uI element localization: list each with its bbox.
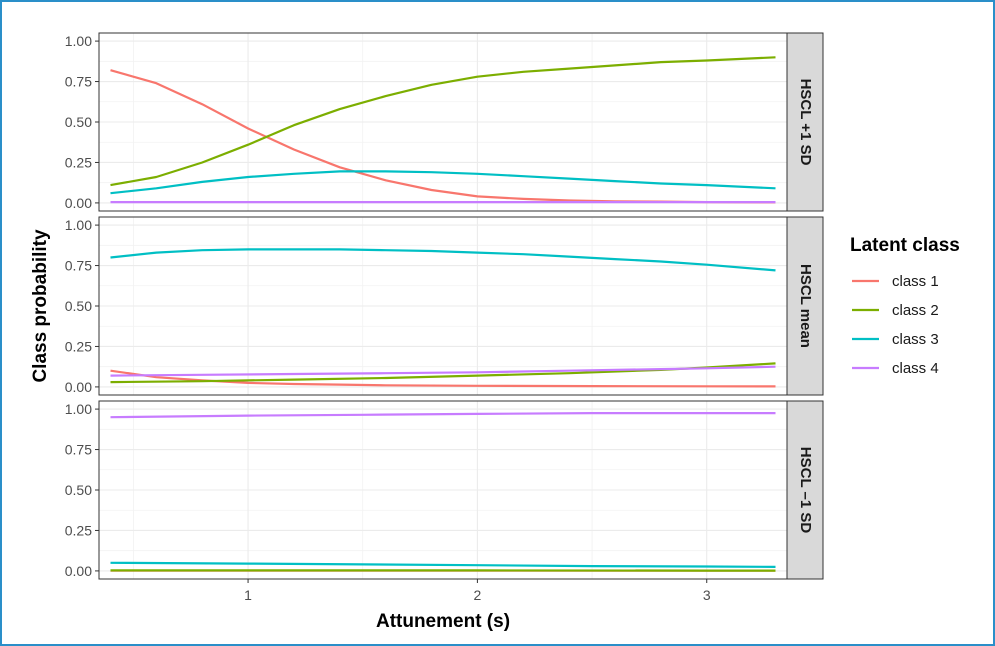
y-axis-title: Class probability [30,229,51,383]
y-tick-label: 0.75 [65,258,92,274]
y-tick-label: 0.00 [65,563,92,579]
legend-label: class 3 [892,331,939,348]
facet-strip [786,32,824,212]
series-line-class-2 [110,56,776,187]
legend-label: class 1 [892,273,939,290]
y-tick-label: 0.00 [65,379,92,395]
y-tick-label: 0.25 [65,338,92,354]
facet-strip-label: HSCL mean [797,264,814,348]
facet-strip [786,216,824,396]
series-line-class-4 [110,412,776,419]
legend-label: class 4 [892,360,939,377]
x-tick-label: 3 [703,587,711,603]
y-tick-label: 1.00 [65,33,92,49]
y-tick-label: 0.75 [65,74,92,90]
y-tick-label: 0.25 [65,522,92,538]
y-tick-label: 0.75 [65,442,92,458]
y-tick-label: 0.00 [65,195,92,211]
x-tick-label: 2 [474,587,482,603]
y-tick-label: 0.50 [65,114,92,130]
facet-strip-label: HSCL +1 SD [797,79,814,166]
x-tick-label: 1 [244,587,252,603]
series-line-class-3 [110,170,776,195]
legend-label: class 2 [892,302,939,319]
legend-title: Latent class [850,235,960,256]
series-line-class-3 [110,248,776,272]
facet-strip [786,400,824,580]
facet-strip-label: HSCL –1 SD [797,447,814,534]
y-tick-label: 1.00 [65,217,92,233]
series-line-class-3 [110,561,776,569]
y-tick-label: 0.50 [65,482,92,498]
y-tick-label: 0.25 [65,154,92,170]
series-line-class-1 [110,369,776,388]
x-axis-title: Attunement (s) [376,611,510,632]
series-line-class-4 [110,365,776,377]
y-tick-label: 1.00 [65,401,92,417]
y-tick-label: 0.50 [65,298,92,314]
